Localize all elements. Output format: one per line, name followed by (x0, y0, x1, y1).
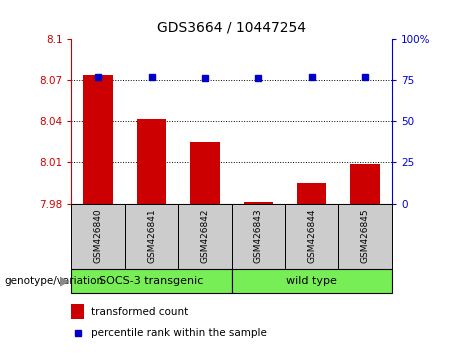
Text: genotype/variation: genotype/variation (5, 276, 104, 286)
Bar (231, 269, 392, 293)
Bar (190, 142, 219, 204)
Bar (338, 204, 392, 269)
Text: percentile rank within the sample: percentile rank within the sample (91, 328, 266, 338)
Bar (178, 204, 231, 269)
Bar (350, 164, 380, 204)
Bar (285, 204, 338, 269)
Bar (71, 204, 125, 269)
Text: SOCS-3 transgenic: SOCS-3 transgenic (100, 276, 204, 286)
Bar (297, 183, 326, 204)
Text: transformed count: transformed count (91, 307, 188, 317)
Text: wild type: wild type (286, 276, 337, 286)
Title: GDS3664 / 10447254: GDS3664 / 10447254 (157, 21, 306, 35)
Bar (71, 269, 231, 293)
Bar (83, 75, 113, 204)
Bar (137, 119, 166, 204)
Bar (71, 304, 84, 319)
Text: GSM426844: GSM426844 (307, 209, 316, 263)
Text: ▶: ▶ (60, 275, 70, 287)
Text: GSM426843: GSM426843 (254, 209, 263, 263)
Text: GSM426841: GSM426841 (147, 209, 156, 263)
Text: GSM426845: GSM426845 (361, 209, 370, 263)
Text: GSM426842: GSM426842 (201, 209, 209, 263)
Text: GSM426840: GSM426840 (94, 209, 103, 263)
Bar (244, 202, 273, 204)
Bar (125, 204, 178, 269)
Bar (231, 204, 285, 269)
